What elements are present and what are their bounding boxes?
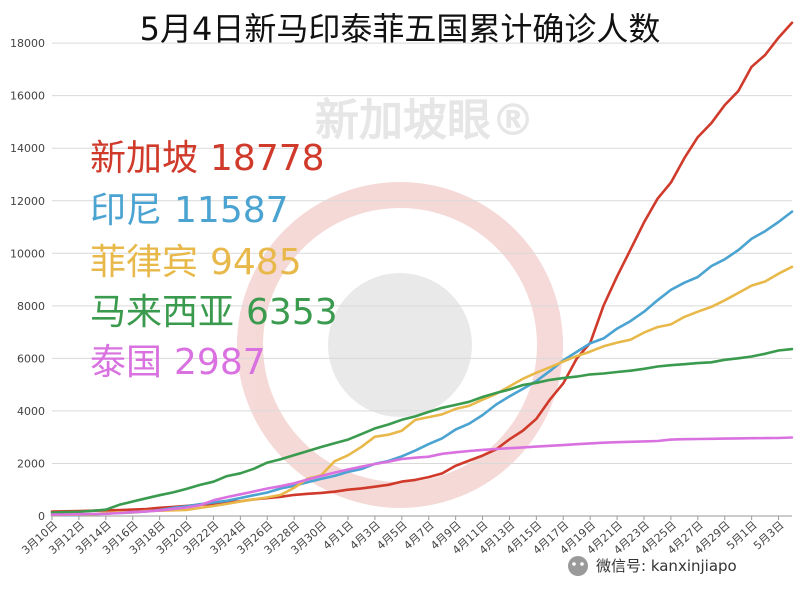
watermark: 新加坡眼® xyxy=(237,95,563,508)
y-tick-label: 14000 xyxy=(10,142,45,155)
wechat-icon xyxy=(568,556,588,576)
legend-series-name: 菲律宾 xyxy=(90,242,198,283)
series-line-4 xyxy=(50,436,794,516)
x-tick-label: 5月3日 xyxy=(751,519,786,553)
legend-entry-4: 泰国 2987 xyxy=(90,342,266,383)
y-tick-label: 16000 xyxy=(10,90,45,103)
legend-entry-2: 菲律宾 9485 xyxy=(90,242,302,283)
legend-series-name: 泰国 xyxy=(90,342,162,383)
watermark-ring xyxy=(237,182,563,508)
y-tick-label: 10000 xyxy=(10,247,45,260)
legend-entry-0: 新加坡 18778 xyxy=(90,138,325,179)
y-tick-label: 8000 xyxy=(17,300,45,313)
y-tick-label: 6000 xyxy=(17,352,45,365)
watermark-text: 新加坡眼® xyxy=(315,95,535,146)
y-tick-label: 4000 xyxy=(17,405,45,418)
wechat-id: 微信号: kanxinjiapo xyxy=(596,557,737,575)
chart-title: 5月4日新马印泰菲五国累计确诊人数 xyxy=(140,10,661,48)
legend: 新加坡 18778 印尼 11587 菲律宾 9485 马来西亚 6353 泰国 2987 xyxy=(90,138,338,383)
legend-series-total: 6353 xyxy=(246,292,338,333)
watermark-center xyxy=(328,273,472,417)
x-axis: 3月10日3月12日3月14日3月16日3月18日3月20日3月22日3月24日… xyxy=(19,515,792,557)
series-line-3 xyxy=(50,347,794,514)
y-tick-label: 2000 xyxy=(17,457,45,470)
legend-series-total: 2987 xyxy=(174,342,266,383)
y-tick-label: 12000 xyxy=(10,195,45,208)
legend-series-total: 9485 xyxy=(210,242,302,283)
legend-series-name: 新加坡 xyxy=(90,138,198,179)
series-lines xyxy=(50,21,794,517)
legend-series-total: 18778 xyxy=(210,138,325,179)
footer: 微信号: kanxinjiapo xyxy=(568,556,737,576)
legend-series-total: 11587 xyxy=(174,190,289,231)
gridlines xyxy=(52,42,792,517)
legend-series-name: 印尼 xyxy=(90,190,162,231)
legend-entry-1: 印尼 11587 xyxy=(90,190,289,231)
y-tick-label: 18000 xyxy=(10,37,45,50)
legend-entry-3: 马来西亚 6353 xyxy=(90,292,338,333)
y-axis: 0 2000 4000 6000 8000 10000 12000 14000 16000 180… xyxy=(10,37,45,523)
series-line-2 xyxy=(50,265,794,517)
y-tick-label: 0 xyxy=(38,510,45,523)
legend-series-name: 马来西亚 xyxy=(90,292,234,333)
